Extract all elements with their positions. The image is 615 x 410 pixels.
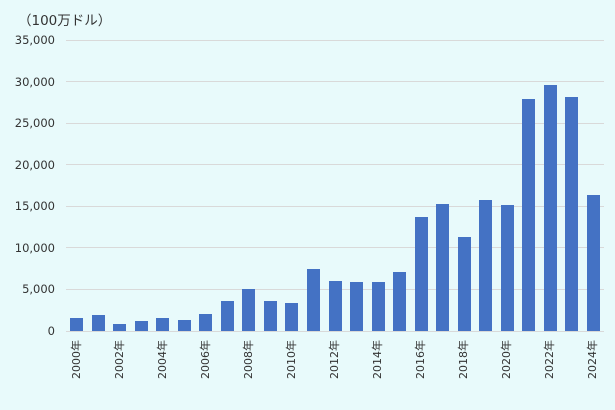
gridline-15000	[66, 205, 604, 207]
bar-2024年	[586, 195, 600, 331]
bar-2006年	[199, 314, 213, 331]
x-tick-label: 2012年	[328, 340, 341, 379]
gridline-25000	[66, 122, 604, 124]
bar-2002年	[113, 323, 127, 331]
bar-2020年	[500, 204, 514, 331]
x-tick-label: 2014年	[371, 340, 385, 379]
gridline-10000	[66, 247, 604, 249]
bar-2008年	[242, 289, 256, 331]
bar-2017年	[436, 203, 450, 331]
bar-2023年	[565, 97, 579, 331]
bar-2003年	[134, 320, 148, 331]
x-tick-label: 2002年	[112, 340, 126, 379]
bar-2010年	[285, 302, 299, 331]
y-tick-label: 20,000	[14, 157, 55, 172]
bar-2000年	[70, 318, 84, 331]
bar-2014年	[371, 281, 385, 331]
bar-2013年	[350, 281, 364, 331]
bar-2019年	[479, 199, 493, 331]
bar-2007年	[220, 300, 234, 331]
chart-unit-label: （100万ドル）	[18, 13, 112, 29]
bar-2022年	[543, 84, 557, 331]
y-tick-label: 35,000	[14, 33, 55, 47]
y-tick-label: 5,000	[22, 282, 55, 297]
bar-2001年	[91, 314, 105, 331]
bar-2016年	[414, 217, 428, 331]
y-tick-label: 0	[47, 324, 55, 338]
bar-2004年	[156, 317, 170, 331]
x-tick-label: 2008年	[241, 340, 255, 379]
y-tick-label: 25,000	[14, 116, 55, 131]
x-tick-label: 2020年	[500, 340, 514, 379]
y-tick-label: 30,000	[14, 74, 55, 89]
x-tick-label: 2006年	[198, 340, 212, 379]
bar-2021年	[522, 99, 536, 331]
gridline-35000	[66, 39, 604, 41]
x-tick-label: 2022年	[543, 340, 557, 379]
bar-2012年	[328, 281, 342, 331]
x-tick-label: 2010年	[284, 340, 298, 379]
gridline-20000	[66, 164, 604, 166]
x-tick-label: 2016年	[414, 340, 428, 379]
x-tick-label: 2018年	[457, 340, 471, 379]
bar-2005年	[177, 319, 191, 331]
bar-2011年	[306, 268, 320, 331]
gridline-30000	[66, 81, 604, 83]
gridline-0	[66, 330, 604, 332]
x-tick-label: 2000年	[69, 340, 83, 379]
x-tick-label: 2004年	[155, 340, 169, 379]
y-tick-label: 15,000	[14, 199, 55, 214]
bar-2018年	[457, 237, 471, 331]
x-tick-label: 2024年	[586, 340, 600, 379]
bar-2009年	[263, 300, 277, 331]
y-tick-label: 10,000	[14, 240, 55, 255]
bar-2015年	[393, 271, 407, 331]
